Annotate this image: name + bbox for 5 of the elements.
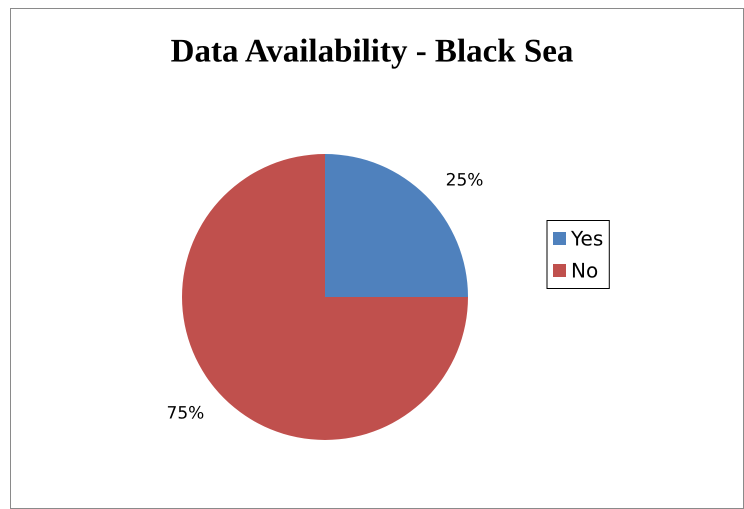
legend-label: Yes bbox=[570, 226, 604, 250]
data-label: 75% bbox=[166, 404, 204, 424]
chart-title: Data Availability - Black Sea bbox=[170, 34, 574, 70]
legend-label: No bbox=[571, 258, 598, 282]
data-label: 25% bbox=[446, 170, 484, 190]
